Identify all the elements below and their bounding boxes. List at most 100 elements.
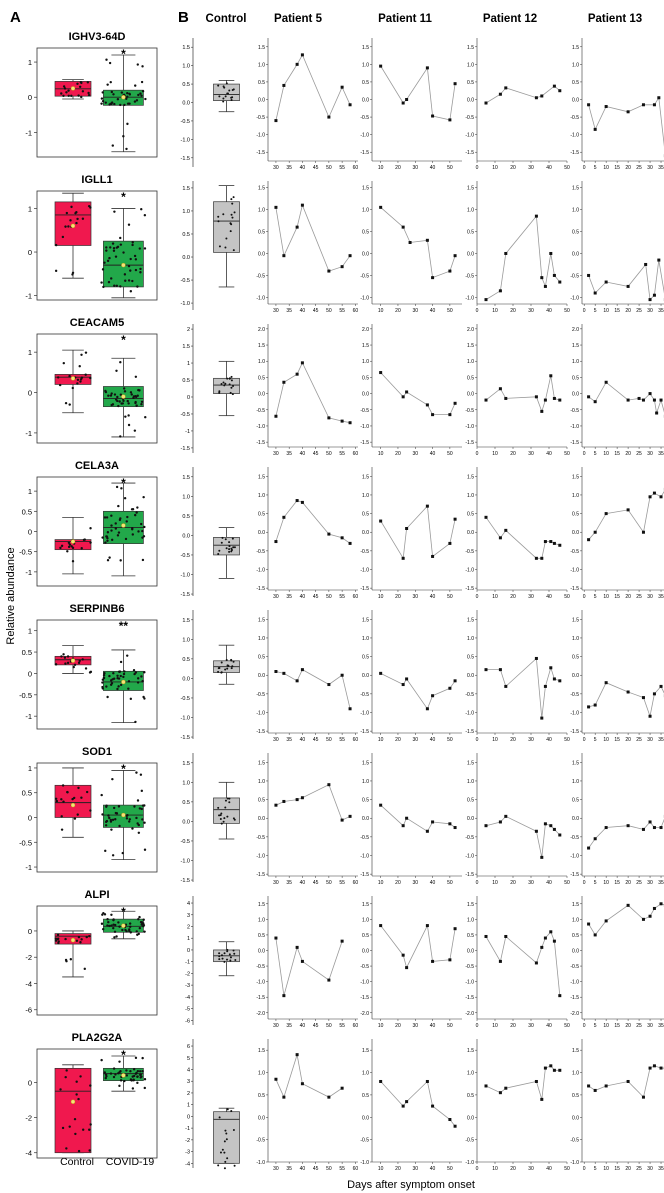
column-header-patient-13: Patient 13	[588, 13, 642, 25]
patient-panel-1: 1.5 1.0 0.5 0.0 -0.5 -1.0 30 35 40 45 50 55 60	[256, 1039, 358, 1172]
sample-point	[65, 1147, 68, 1150]
x-tick-label: 20	[395, 1023, 401, 1029]
x-tick-label: 25	[636, 451, 642, 457]
data-point	[405, 98, 409, 101]
y-tick-label: -0.5	[360, 408, 369, 414]
control-mean-marker	[70, 223, 76, 229]
sample-point	[80, 938, 83, 941]
control-sample-point	[226, 815, 229, 818]
data-point	[282, 83, 286, 87]
patient-panel-2: 1.5 1.0 0.5 0.0 -0.5 -1.0 -1.5 -2.0 10 20 30 40 50	[360, 896, 462, 1029]
sample-point	[105, 58, 108, 61]
data-point	[534, 1079, 538, 1083]
sample-point	[116, 98, 120, 101]
y-tick-label: 1.0	[362, 208, 369, 214]
control-sample-point	[229, 391, 232, 394]
x-tick-label: 55	[339, 594, 345, 600]
control-sample-point	[225, 1132, 228, 1135]
control-sample-point	[218, 390, 221, 393]
data-point	[453, 1124, 457, 1128]
x-tick-label: 50	[564, 737, 570, 743]
control-sample-point	[218, 391, 221, 394]
x-tick-label: 35	[286, 594, 292, 600]
sample-point	[137, 917, 140, 921]
y-tick-label: 2.0	[572, 327, 579, 333]
data-point	[282, 515, 286, 519]
sample-point	[100, 922, 104, 925]
series-line	[588, 490, 664, 540]
y-tick-label: 0.0	[182, 533, 190, 539]
data-point	[405, 1100, 409, 1104]
x-tick-label: 30	[528, 165, 534, 171]
data-point	[300, 500, 304, 504]
sample-point	[54, 663, 58, 666]
sample-point	[131, 243, 134, 247]
x-tick-label: 40	[300, 308, 306, 314]
y-tick-label: -1.0	[570, 711, 579, 717]
sample-point	[125, 147, 128, 151]
sample-point	[117, 805, 121, 808]
patient-panel-3: 2.0 1.5 1.0 0.5 0.0 -0.5 -1.0 -1.50 10 20 30 40 50	[465, 324, 570, 457]
x-tick-label: 10	[492, 1166, 498, 1172]
sample-point	[113, 393, 117, 396]
sample-point	[88, 934, 91, 938]
control-sample-point	[223, 817, 226, 820]
sample-point	[76, 82, 79, 85]
y-tick-label: 1.0	[572, 359, 579, 365]
data-point	[274, 1077, 278, 1081]
control-mean-marker	[70, 1099, 76, 1104]
control-sample-point	[231, 537, 234, 540]
sample-point	[59, 546, 62, 550]
control-sample-point	[225, 547, 228, 550]
data-point	[549, 824, 553, 828]
y-tick-label: 0.0	[182, 255, 190, 261]
sample-point	[115, 369, 118, 372]
data-point	[401, 395, 405, 399]
sample-point	[114, 811, 118, 815]
x-tick-label: 60	[353, 165, 359, 171]
y-tick-label: 1.5	[182, 344, 190, 350]
y-tick-label: 1.5	[362, 1048, 369, 1054]
control-mean-marker	[70, 937, 76, 943]
sample-point	[134, 268, 138, 272]
control-sample-point	[217, 667, 220, 670]
y-tick-label: 1.5	[258, 45, 265, 51]
series-line	[588, 682, 664, 718]
sample-point	[70, 545, 73, 548]
control-sample-point	[223, 1167, 226, 1170]
y-tick-label: -1.0	[465, 295, 474, 301]
y-tick-label: -1.5	[570, 586, 579, 592]
y-tick-label: -1.5	[570, 872, 579, 878]
data-point	[593, 530, 597, 534]
sample-point	[119, 236, 122, 240]
sample-point	[139, 773, 143, 776]
y-tick-label: -2	[185, 1138, 190, 1144]
y-tick-label: 0.5	[22, 507, 32, 516]
data-point	[348, 421, 352, 425]
patient-panel-4: 1.51.00.50.0-0.5-1.0-1.50510152025303540	[570, 38, 664, 171]
control-sample-point	[224, 246, 227, 249]
control-sample-point	[228, 89, 231, 92]
control-mean-marker	[70, 86, 76, 91]
sample-point	[71, 560, 75, 563]
data-point	[401, 824, 405, 828]
control-sample-point	[222, 213, 225, 216]
control-sample-point	[226, 950, 229, 953]
data-point	[498, 1091, 502, 1095]
data-point	[431, 694, 435, 698]
y-tick-label: 0.0	[467, 251, 474, 257]
covid-mean-marker	[121, 812, 126, 818]
control-sample-point	[230, 667, 233, 670]
patient-panel-4: 1.51.00.50.0-0.5-1.00510152025303540	[570, 181, 664, 314]
sample-point	[65, 959, 68, 963]
data-point	[425, 504, 429, 508]
sample-point	[140, 80, 144, 84]
x-tick-label: 10	[492, 308, 498, 314]
series-line	[380, 673, 456, 710]
sample-point	[64, 1075, 67, 1079]
sample-point	[60, 92, 63, 95]
y-tick-label: 1.5	[467, 343, 474, 349]
y-tick-label: 0.0	[467, 673, 474, 679]
data-point	[626, 508, 630, 512]
y-tick-label: -0.5	[465, 692, 474, 698]
